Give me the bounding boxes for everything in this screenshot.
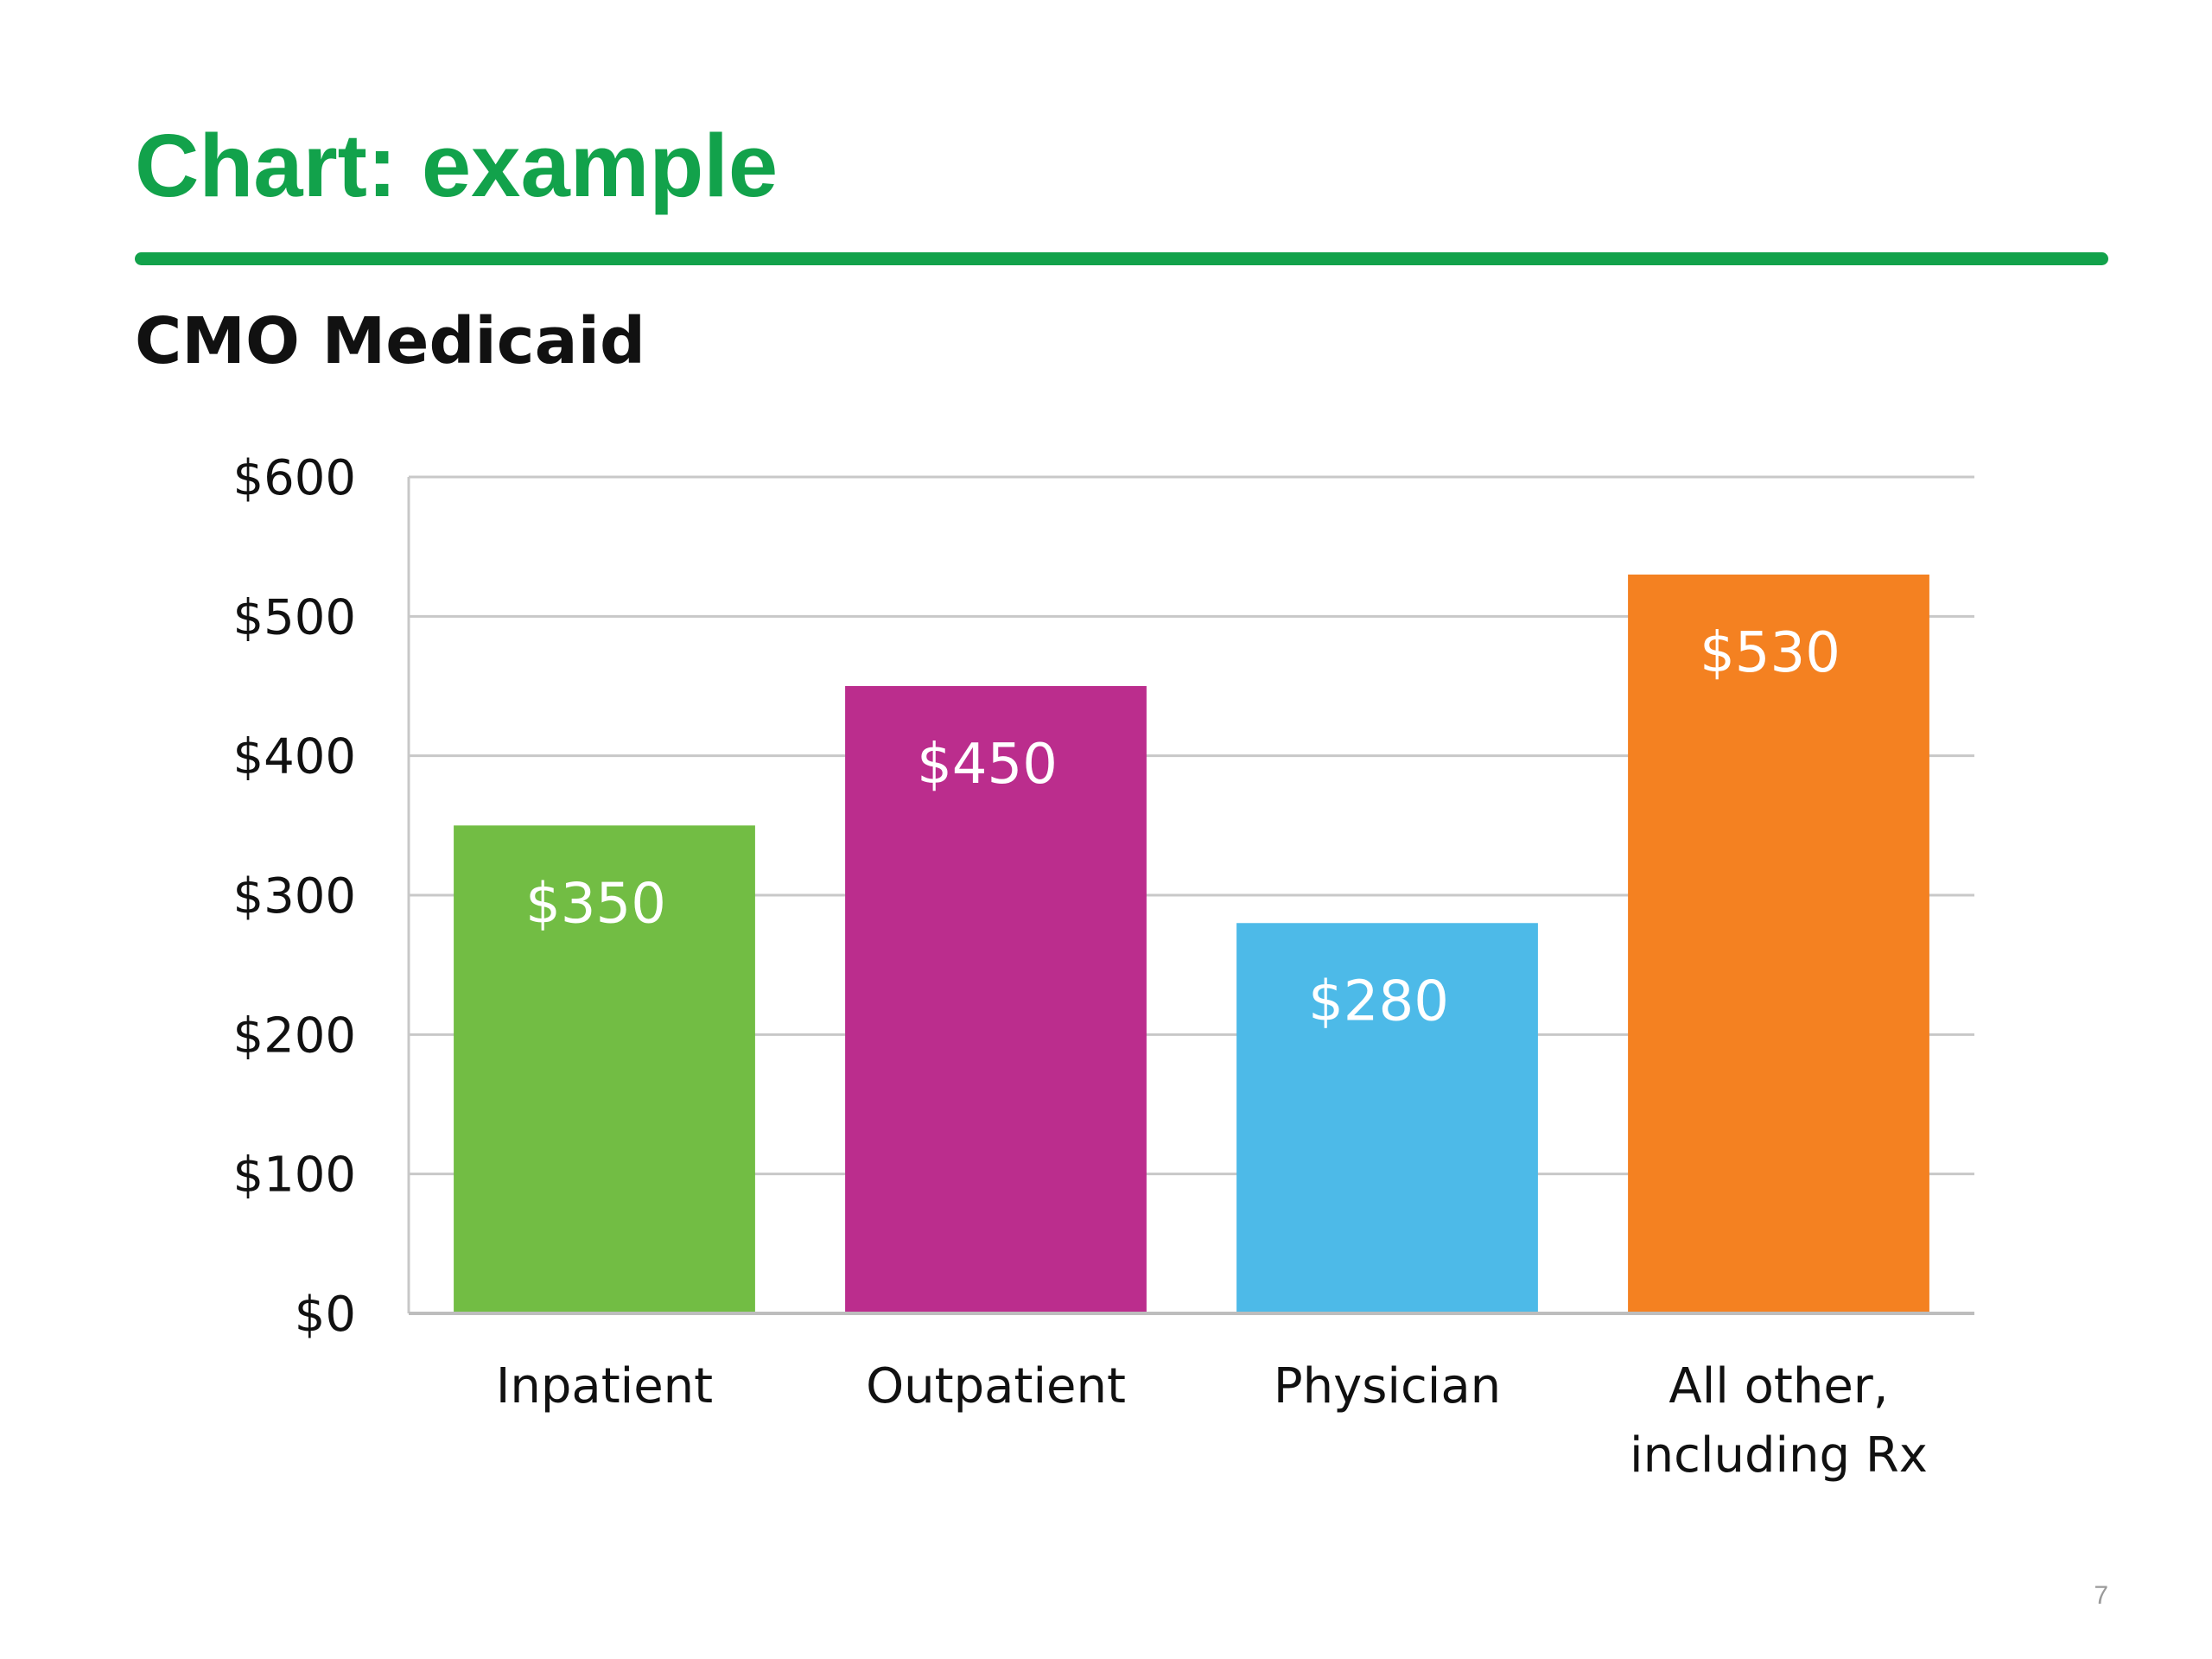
data-label: $450 bbox=[917, 733, 1058, 797]
y-tick-label: $600 bbox=[232, 450, 356, 506]
y-tick-label: $0 bbox=[295, 1287, 356, 1343]
y-tick-label: $100 bbox=[232, 1147, 356, 1204]
x-tick-label: Inpatient bbox=[496, 1358, 713, 1414]
bar bbox=[1236, 923, 1538, 1313]
bar bbox=[1628, 574, 1929, 1313]
bar bbox=[454, 825, 755, 1313]
chart-subtitle: CMO Medicaid bbox=[135, 304, 645, 378]
data-label: $350 bbox=[525, 872, 666, 936]
page-number: 7 bbox=[2094, 1581, 2108, 1610]
y-tick-label: $400 bbox=[232, 729, 356, 785]
title-divider bbox=[135, 252, 2108, 265]
y-tick-label: $200 bbox=[232, 1007, 356, 1064]
data-label: $530 bbox=[1700, 621, 1840, 685]
data-label: $280 bbox=[1308, 969, 1449, 1033]
y-tick-label: $300 bbox=[232, 868, 356, 925]
bar bbox=[845, 686, 1147, 1313]
x-tick-label: Physician bbox=[1274, 1358, 1501, 1414]
y-tick-label: $500 bbox=[232, 589, 356, 645]
slide-title: Chart: example bbox=[135, 116, 779, 215]
x-tick-label: Outpatient bbox=[866, 1358, 1126, 1414]
x-tick-label: All other, including Rx bbox=[1630, 1358, 1928, 1484]
